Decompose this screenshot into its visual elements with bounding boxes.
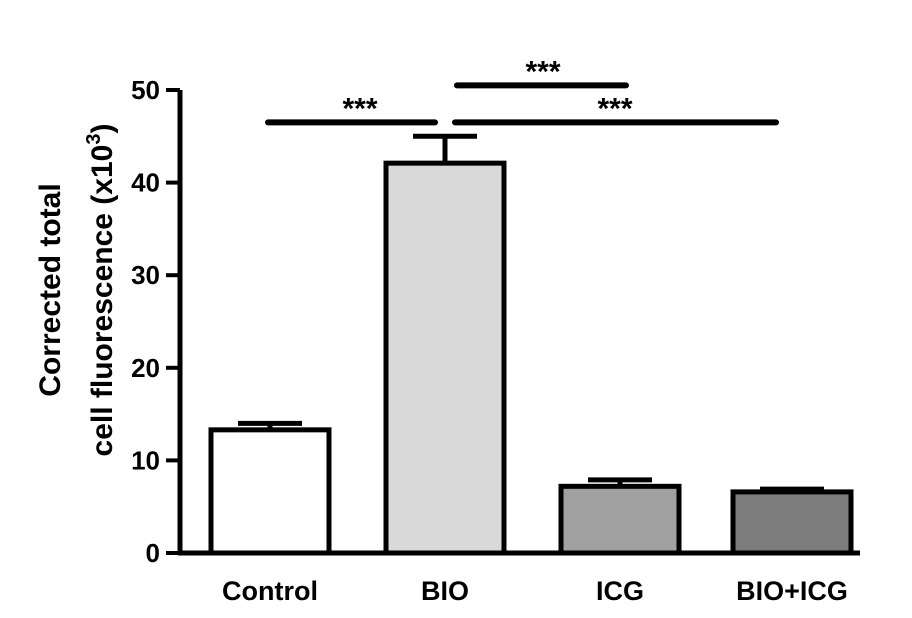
y-tick-label: 10 (131, 445, 160, 475)
y-axis-label-line1: Corrected total (34, 183, 67, 396)
bar-icg (558, 483, 682, 556)
y-tick-label: 40 (131, 168, 160, 198)
significance-label: *** (597, 92, 632, 125)
bar-bio-icg (730, 489, 854, 556)
y-axis-label-line2: cell fluorescence (x103) (83, 124, 119, 457)
x-tick-label: ICG (596, 576, 644, 606)
significance-label: *** (525, 55, 560, 88)
x-tick-label: Control (222, 576, 318, 606)
bar-control (208, 427, 332, 556)
significance-label: *** (342, 92, 377, 125)
bar-bio (383, 160, 507, 556)
y-tick-label: 50 (131, 75, 160, 105)
y-tick-label: 30 (131, 260, 160, 290)
x-tick-label: BIO (421, 576, 469, 606)
y-axis-label-prefix: cell fluorescence (x10 (86, 145, 119, 457)
y-axis-label-exponent: 3 (83, 134, 105, 145)
x-tick-label: BIO+ICG (736, 576, 848, 606)
y-tick-label: 0 (146, 538, 160, 568)
y-axis-label-suffix: ) (86, 124, 119, 134)
y-axis-label: Corrected total cell fluorescence (x103) (34, 124, 119, 457)
plot-area: 0 10 20 30 40 50 Control BIO ICG BIO+ICG *** *** *** (131, 55, 860, 606)
y-tick-label: 20 (131, 353, 160, 383)
